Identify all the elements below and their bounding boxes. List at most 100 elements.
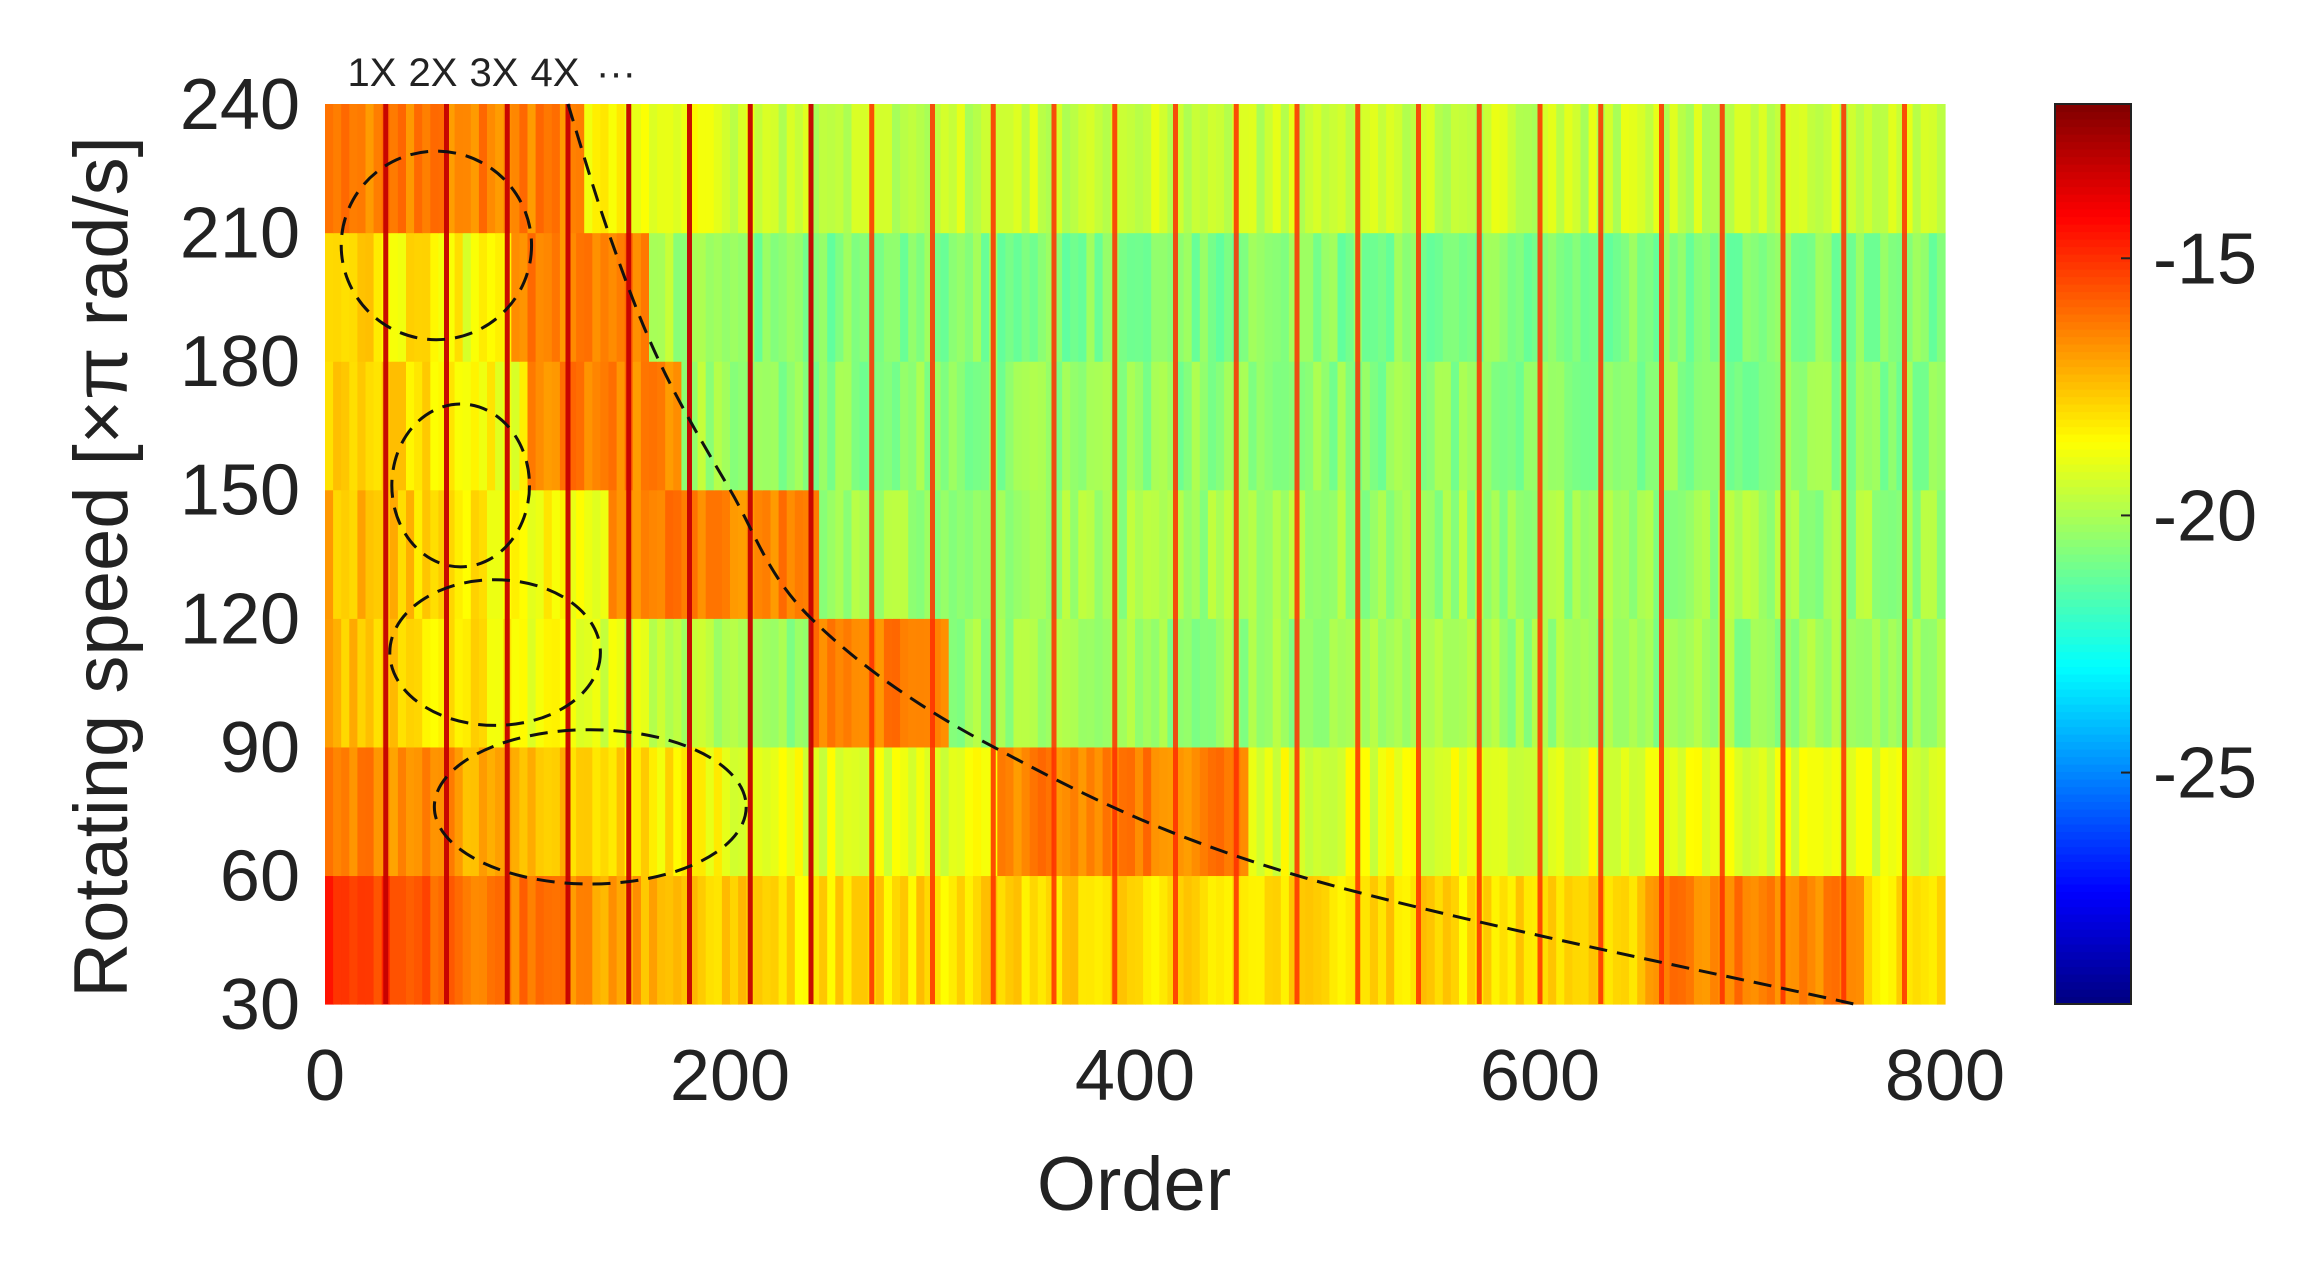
harmonic-label: ··· [596, 51, 636, 95]
heatmap-cell [1531, 104, 1541, 234]
heatmap-cell [1005, 618, 1015, 748]
heatmap-cell [1815, 104, 1825, 234]
heatmap-cell [397, 746, 407, 877]
heatmap-cell [1880, 361, 1889, 491]
heatmap-cell [811, 618, 820, 748]
heatmap-cell [1029, 489, 1039, 619]
heatmap-cell [835, 875, 844, 1005]
heatmap-cell [1224, 232, 1233, 362]
heatmap-cell [721, 746, 731, 877]
heatmap-cell [892, 746, 901, 877]
heatmap-cell [1823, 361, 1833, 491]
heatmap-cell [1086, 746, 1096, 877]
colorbar-segment [2055, 629, 2131, 638]
heatmap-cell [770, 489, 780, 619]
heatmap-cell [1264, 104, 1274, 234]
heatmap-cell [770, 875, 780, 1005]
heatmap-cell [462, 489, 472, 619]
heatmap-cell [1394, 361, 1403, 491]
heatmap-cell [1515, 361, 1525, 491]
heatmap-cell [1418, 746, 1428, 877]
heatmap-cell [1313, 489, 1322, 619]
heatmap-cell [697, 232, 707, 362]
harmonic-line [687, 104, 692, 1004]
heatmap-cell [786, 489, 796, 619]
heatmap-cell [1264, 618, 1274, 748]
heatmap-cell [1783, 361, 1792, 491]
heatmap-cell [1499, 618, 1509, 748]
heatmap-cell [1159, 232, 1168, 362]
heatmap-cell [1442, 618, 1452, 748]
heatmap-cell [527, 875, 537, 1005]
heatmap-cell [1418, 104, 1428, 234]
heatmap-cell [1054, 875, 1063, 1005]
heatmap-cell [1078, 232, 1087, 362]
heatmap-cell [1685, 232, 1695, 362]
heatmap-cell [924, 361, 934, 491]
heatmap-cell [1167, 489, 1177, 619]
heatmap-cell [1872, 618, 1881, 748]
heatmap-cell [1086, 361, 1096, 491]
colorbar-segment [2055, 734, 2131, 743]
heatmap-cell [1702, 618, 1711, 748]
heatmap-cell [1264, 489, 1274, 619]
heatmap-cell [1580, 489, 1590, 619]
heatmap-cell [551, 746, 561, 877]
heatmap-cell [1029, 875, 1039, 1005]
colorbar-segment [2055, 651, 2131, 660]
heatmap-cell [414, 104, 423, 234]
heatmap-cell [1621, 746, 1630, 877]
colorbar-segment [2055, 194, 2131, 203]
heatmap-cell [794, 361, 804, 491]
heatmap-cell [519, 489, 529, 619]
heatmap-cell [1540, 361, 1549, 491]
heatmap-cell [1021, 875, 1031, 1005]
heatmap-cell [1572, 746, 1582, 877]
heatmap-cell [1386, 489, 1395, 619]
heatmap-cell [1021, 232, 1031, 362]
heatmap-cell [1402, 618, 1411, 748]
heatmap-cell [1588, 489, 1598, 619]
heatmap-cell [1378, 104, 1387, 234]
heatmap-cell [1572, 489, 1582, 619]
colorbar-segment [2055, 861, 2131, 870]
heatmap-cell [1693, 875, 1703, 1005]
heatmap-cell [1143, 232, 1152, 362]
colorbar-segment [2055, 726, 2131, 735]
heatmap-cell [1450, 104, 1460, 234]
heatmap-cell [835, 746, 844, 877]
heatmap-cell [1564, 618, 1573, 748]
heatmap-cell [1936, 232, 1946, 362]
heatmap-cell [1256, 232, 1266, 362]
heatmap-cell [1248, 232, 1258, 362]
heatmap-cell [1224, 104, 1233, 234]
heatmap-cell [657, 232, 666, 362]
heatmap-cell [883, 104, 893, 234]
colorbar-segment [2055, 711, 2131, 720]
heatmap-cell [1078, 104, 1087, 234]
heatmap-cell [470, 489, 480, 619]
heatmap-cell [730, 618, 739, 748]
heatmap-cell [1256, 875, 1266, 1005]
heatmap-cell [1774, 746, 1784, 877]
heatmap-cell [568, 361, 577, 491]
y-tick-label: 90 [220, 708, 300, 788]
heatmap-cell [875, 618, 885, 748]
harmonic-label: 2X [409, 51, 458, 95]
heatmap-cell [1280, 104, 1290, 234]
heatmap-cell [657, 104, 666, 234]
heatmap-cell [1070, 232, 1079, 362]
heatmap-cell [1394, 875, 1403, 1005]
heatmap-cell [1515, 232, 1525, 362]
heatmap-cell [1005, 232, 1015, 362]
heatmap-cell [1629, 746, 1638, 877]
heatmap-cell [1442, 875, 1452, 1005]
heatmap-cell [754, 489, 763, 619]
heatmap-cell [365, 618, 375, 748]
heatmap-cell [1459, 232, 1468, 362]
heatmap-cell [1467, 104, 1476, 234]
heatmap-cell [1774, 232, 1784, 362]
heatmap-cell [568, 104, 577, 234]
heatmap-cell [924, 104, 934, 234]
heatmap-cell [1823, 232, 1833, 362]
